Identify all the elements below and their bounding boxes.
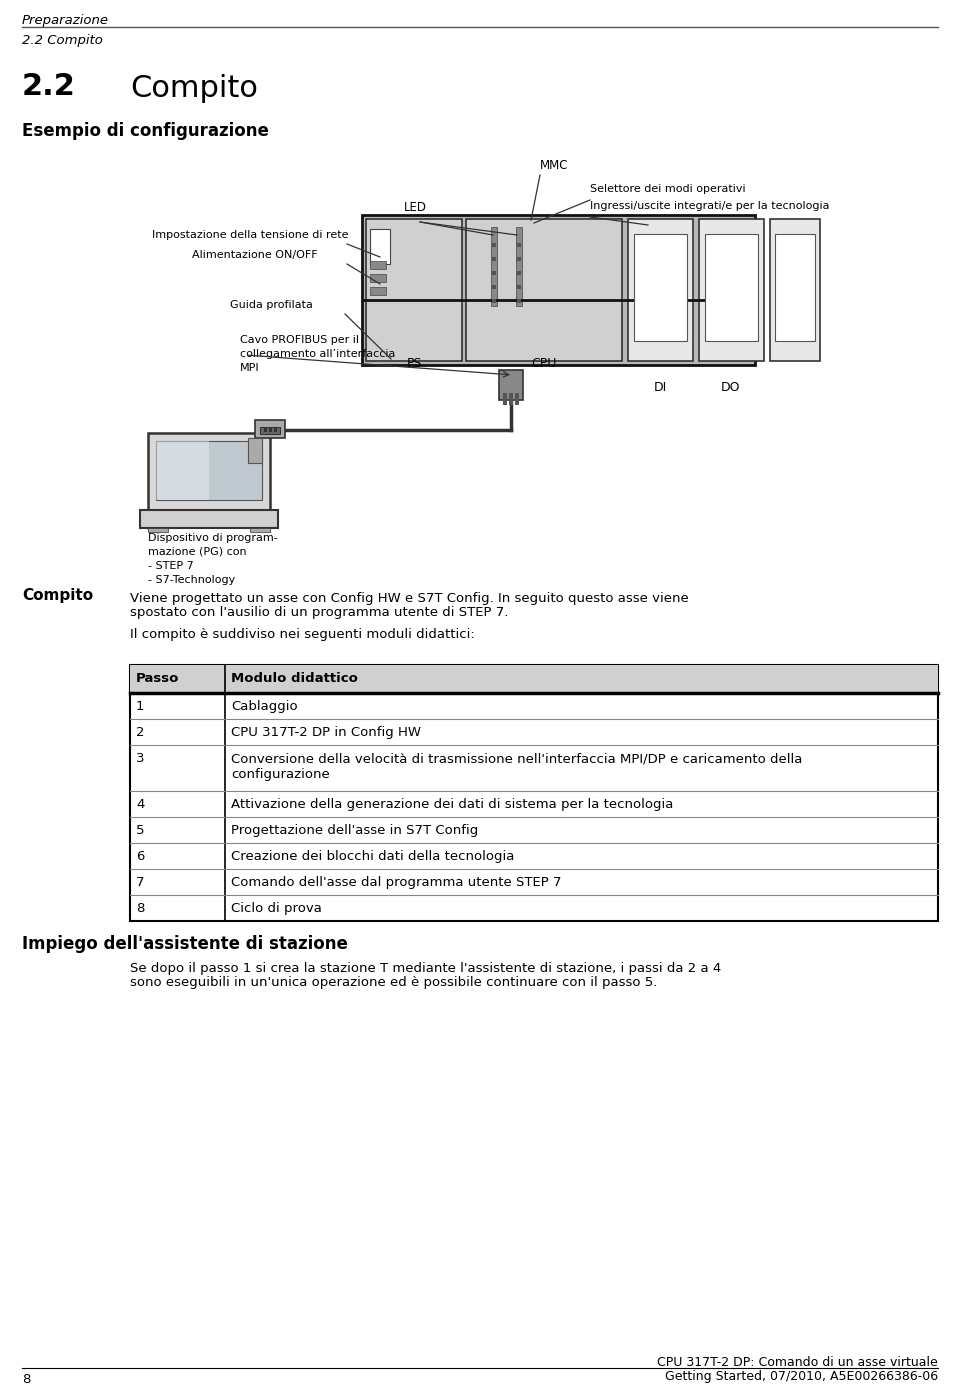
Bar <box>466 220 622 361</box>
Text: Se dopo il passo 1 si crea la stazione T mediante l'assistente di stazione, i pa: Se dopo il passo 1 si crea la stazione T… <box>130 962 721 974</box>
Text: Dispositivo di program-: Dispositivo di program- <box>148 532 277 543</box>
Bar <box>255 420 285 438</box>
Text: DI: DI <box>654 381 666 393</box>
Text: 6: 6 <box>136 851 144 863</box>
Bar <box>156 441 209 500</box>
Text: Creazione dei blocchi dati della tecnologia: Creazione dei blocchi dati della tecnolo… <box>231 851 515 863</box>
Text: 5: 5 <box>136 824 145 837</box>
Bar <box>362 215 755 366</box>
Bar <box>264 428 267 432</box>
Bar <box>370 286 386 295</box>
Bar <box>628 220 693 361</box>
Bar <box>370 261 386 270</box>
Bar <box>770 220 820 361</box>
Bar <box>499 370 523 400</box>
Bar <box>509 393 513 404</box>
Bar <box>492 243 496 247</box>
Text: sono eseguibili in un'unica operazione ed è possibile continuare con il passo 5.: sono eseguibili in un'unica operazione e… <box>130 976 658 990</box>
Text: MPI: MPI <box>240 363 259 373</box>
Text: 8: 8 <box>22 1373 31 1386</box>
Text: PS: PS <box>406 357 421 370</box>
Bar <box>515 393 519 404</box>
Text: Cablaggio: Cablaggio <box>231 701 298 713</box>
Bar <box>491 227 497 306</box>
Bar <box>492 257 496 261</box>
Text: LED: LED <box>403 202 426 214</box>
Text: mazione (PG) con: mazione (PG) con <box>148 548 247 557</box>
Bar <box>492 285 496 289</box>
Bar <box>148 528 168 532</box>
Bar <box>517 271 521 275</box>
Bar <box>699 220 764 361</box>
Bar <box>517 257 521 261</box>
Text: MMC: MMC <box>540 158 568 172</box>
Text: Cavo PROFIBUS per il: Cavo PROFIBUS per il <box>240 335 359 345</box>
Text: Progettazione dell'asse in S7T Config: Progettazione dell'asse in S7T Config <box>231 824 478 837</box>
Bar <box>370 274 386 282</box>
Bar <box>260 427 280 434</box>
Text: Conversione della velocità di trasmissione nell'interfaccia MPI/DP e caricamento: Conversione della velocità di trasmissio… <box>231 752 803 764</box>
Text: Ingressi/uscite integrati/e per la tecnologia: Ingressi/uscite integrati/e per la tecno… <box>590 202 829 211</box>
Bar <box>517 243 521 247</box>
Text: Modulo didattico: Modulo didattico <box>231 671 358 685</box>
Bar <box>366 220 462 361</box>
Bar <box>248 438 262 463</box>
Text: collegamento all’interfaccia: collegamento all’interfaccia <box>240 349 396 359</box>
Text: 7: 7 <box>136 876 145 890</box>
Text: 8: 8 <box>136 902 144 915</box>
Bar <box>156 441 262 500</box>
Text: - STEP 7: - STEP 7 <box>148 562 194 571</box>
Text: CPU: CPU <box>531 357 557 370</box>
Text: Esempio di configurazione: Esempio di configurazione <box>22 122 269 140</box>
Text: spostato con l'ausilio di un programma utente di STEP 7.: spostato con l'ausilio di un programma u… <box>130 606 509 619</box>
Text: Impiego dell'assistente di stazione: Impiego dell'assistente di stazione <box>22 935 348 954</box>
Bar <box>130 664 938 922</box>
Text: Comando dell'asse dal programma utente STEP 7: Comando dell'asse dal programma utente S… <box>231 876 562 890</box>
Bar <box>517 285 521 289</box>
Bar <box>130 664 938 694</box>
Text: Getting Started, 07/2010, A5E00266386-06: Getting Started, 07/2010, A5E00266386-06 <box>665 1371 938 1383</box>
Text: CPU 317T-2 DP in Config HW: CPU 317T-2 DP in Config HW <box>231 726 421 739</box>
Text: Il compito è suddiviso nei seguenti moduli didattici:: Il compito è suddiviso nei seguenti modu… <box>130 628 475 641</box>
Bar <box>516 227 522 306</box>
Text: Preparazione: Preparazione <box>22 14 109 26</box>
Text: 2.2: 2.2 <box>22 72 76 101</box>
Bar <box>634 234 687 341</box>
Bar <box>517 299 521 303</box>
Text: 2: 2 <box>136 726 145 739</box>
Text: - S7-Technology: - S7-Technology <box>148 575 235 585</box>
Bar <box>148 434 270 510</box>
Text: configurazione: configurazione <box>231 769 329 781</box>
Text: DO: DO <box>721 381 741 393</box>
Bar <box>503 393 507 404</box>
Bar <box>250 528 270 532</box>
Text: 4: 4 <box>136 798 144 810</box>
Text: Selettore dei modi operativi: Selettore dei modi operativi <box>590 183 746 195</box>
Bar <box>775 234 815 341</box>
Text: CPU 317T-2 DP: Comando di un asse virtuale: CPU 317T-2 DP: Comando di un asse virtua… <box>658 1357 938 1369</box>
Bar <box>492 299 496 303</box>
Text: 1: 1 <box>136 701 145 713</box>
Text: Attivazione della generazione dei dati di sistema per la tecnologia: Attivazione della generazione dei dati d… <box>231 798 673 810</box>
Bar <box>269 428 272 432</box>
Text: Passo: Passo <box>136 671 180 685</box>
Bar <box>492 271 496 275</box>
Text: 2.2 Compito: 2.2 Compito <box>22 33 103 47</box>
Bar <box>274 428 277 432</box>
Text: Guida profilata: Guida profilata <box>230 300 313 310</box>
Text: Compito: Compito <box>130 74 258 103</box>
Text: 3: 3 <box>136 752 145 764</box>
Text: Impostazione della tensione di rete: Impostazione della tensione di rete <box>152 229 348 240</box>
Bar <box>140 510 278 528</box>
Bar <box>370 229 390 264</box>
Text: Ciclo di prova: Ciclo di prova <box>231 902 322 915</box>
Text: Compito: Compito <box>22 588 93 603</box>
Text: Viene progettato un asse con Config HW e S7T Config. In seguito questo asse vien: Viene progettato un asse con Config HW e… <box>130 592 688 605</box>
Bar <box>705 234 758 341</box>
Text: Alimentazione ON/OFF: Alimentazione ON/OFF <box>192 250 318 260</box>
